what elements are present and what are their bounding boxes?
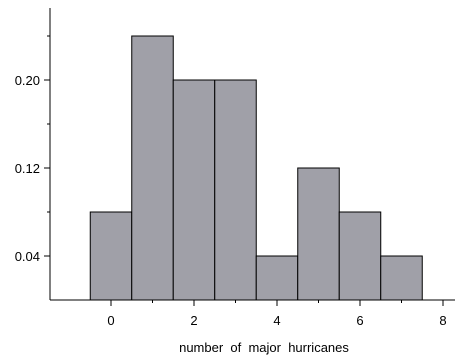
histogram-bar-3 <box>214 79 257 301</box>
x-tick-label: 2 <box>190 313 197 328</box>
x-tick-label: 4 <box>273 313 280 328</box>
x-tick-label: 6 <box>356 313 363 328</box>
axis-ticks: 0 2 4 6 8 0.04 0.12 0.20 <box>15 35 447 328</box>
histogram-bar-4 <box>255 255 299 301</box>
x-tick-label: 8 <box>439 313 446 328</box>
histogram-bar-5 <box>297 167 340 301</box>
x-tick-label: 0 <box>107 313 114 328</box>
histogram-bar-7 <box>380 255 423 301</box>
y-tick-label: 0.04 <box>15 249 40 264</box>
histogram-bar-2 <box>172 79 216 301</box>
histogram-bar-1 <box>131 35 174 301</box>
y-tick-label: 0.12 <box>15 161 40 176</box>
histogram-bar-0 <box>89 211 133 301</box>
histogram-bar-6 <box>338 211 382 301</box>
x-axis-title: number of major hurricanes <box>179 340 349 355</box>
bars <box>89 35 423 301</box>
y-tick-label: 0.20 <box>15 73 40 88</box>
